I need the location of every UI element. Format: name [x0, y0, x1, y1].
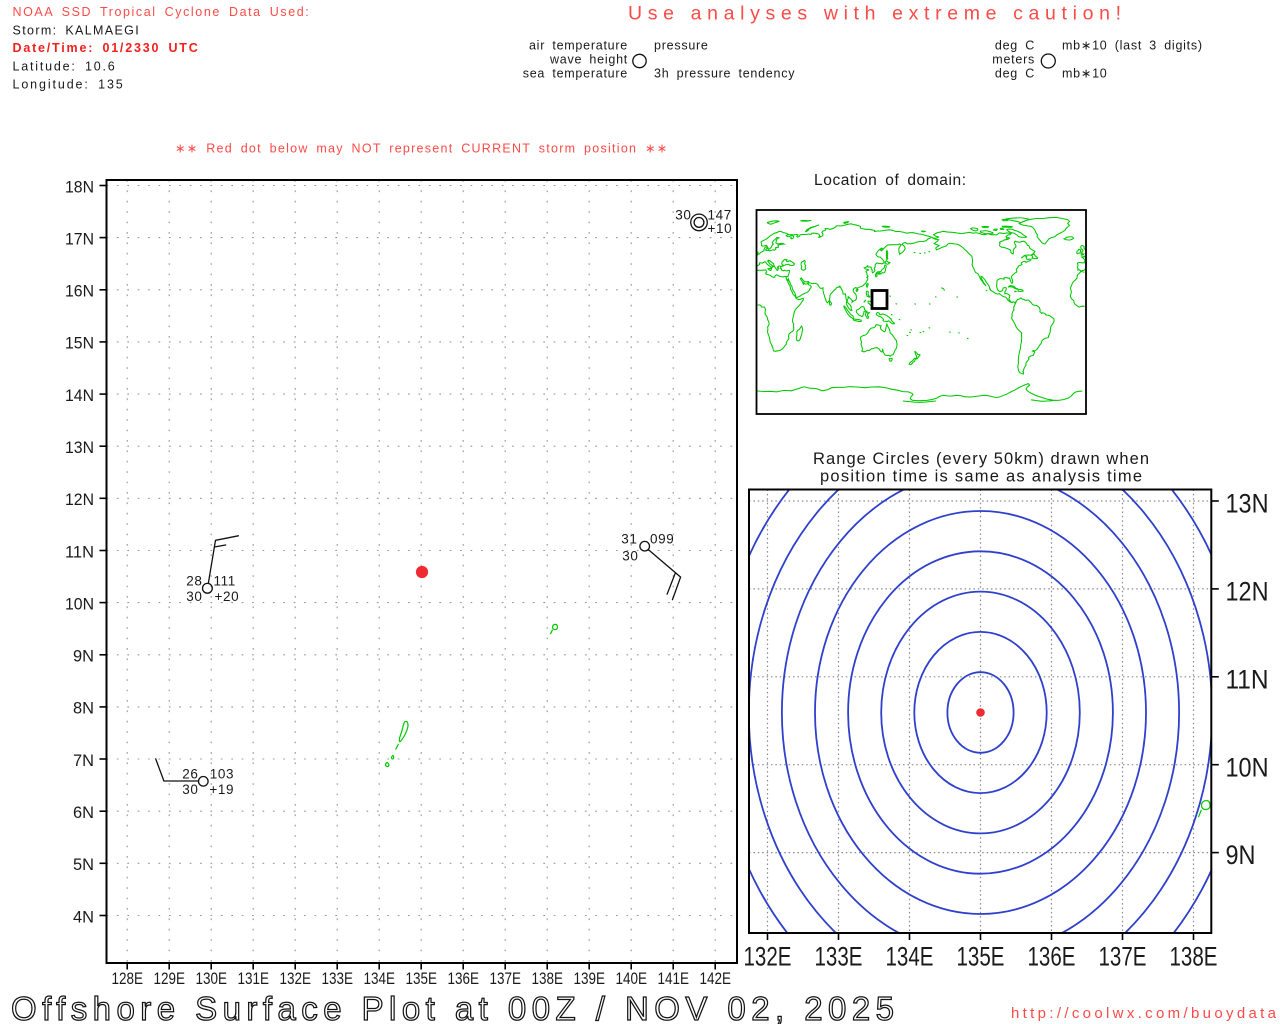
svg-text:meters: meters: [992, 53, 1035, 67]
svg-text:30: 30: [182, 782, 198, 797]
svg-text:9N: 9N: [1226, 840, 1256, 870]
svg-text:13N: 13N: [1226, 489, 1269, 519]
svg-text:Date/Time: 01/2330 UTC: Date/Time: 01/2330 UTC: [13, 41, 199, 55]
svg-text:deg C: deg C: [995, 39, 1035, 53]
svg-text:13N: 13N: [65, 438, 94, 457]
svg-text:133E: 133E: [815, 941, 863, 971]
svg-text:sea temperature: sea temperature: [523, 67, 628, 81]
svg-text:10N: 10N: [1226, 752, 1269, 782]
svg-text:140E: 140E: [615, 969, 647, 988]
svg-text:Storm: KALMAEGI: Storm: KALMAEGI: [13, 24, 140, 38]
svg-text:NOAA SSD Tropical Cyclone Data: NOAA SSD Tropical Cyclone Data Used:: [13, 5, 310, 19]
svg-text:28: 28: [186, 573, 202, 588]
svg-text:30: 30: [622, 548, 638, 563]
svg-text:pressure: pressure: [654, 39, 709, 53]
svg-text:30: 30: [186, 589, 202, 604]
svg-text:138E: 138E: [1170, 941, 1218, 971]
svg-text:6N: 6N: [73, 803, 94, 822]
svg-text:Latitude: 10.6: Latitude: 10.6: [13, 60, 116, 74]
svg-text:136E: 136E: [1028, 941, 1076, 971]
svg-text:132E: 132E: [744, 941, 792, 971]
svg-text:136E: 136E: [447, 969, 479, 988]
svg-text:+19: +19: [209, 782, 234, 797]
svg-text:12N: 12N: [1226, 577, 1269, 607]
svg-text:12N: 12N: [65, 490, 94, 509]
svg-text:147: 147: [708, 207, 732, 222]
svg-text:135E: 135E: [957, 941, 1005, 971]
svg-text:132E: 132E: [279, 969, 311, 988]
svg-text:5N: 5N: [73, 855, 94, 874]
svg-text:deg C: deg C: [995, 67, 1035, 81]
svg-text:31: 31: [621, 531, 637, 546]
svg-text:+20: +20: [215, 589, 240, 604]
svg-text:128E: 128E: [111, 969, 143, 988]
svg-text:17N: 17N: [65, 229, 94, 248]
svg-text:position time is same as analy: position time is same as analysis time: [820, 468, 1142, 486]
svg-text:Location of domain:: Location of domain:: [814, 172, 967, 189]
svg-text:8N: 8N: [73, 699, 94, 718]
svg-text:18N: 18N: [65, 177, 94, 196]
svg-text:15N: 15N: [65, 334, 94, 353]
svg-text:11N: 11N: [1226, 664, 1269, 694]
svg-text:7N: 7N: [73, 751, 94, 770]
svg-text:+10: +10: [708, 221, 733, 236]
svg-text:137E: 137E: [489, 969, 521, 988]
svg-text:3h pressure tendency: 3h pressure tendency: [654, 67, 795, 81]
svg-text:130E: 130E: [195, 969, 227, 988]
svg-text:139E: 139E: [573, 969, 605, 988]
svg-text:∗∗ Red dot below may NOT repre: ∗∗ Red dot below may NOT represent CURRE…: [175, 142, 668, 156]
svg-text:133E: 133E: [321, 969, 353, 988]
svg-text:138E: 138E: [531, 969, 563, 988]
svg-text:11N: 11N: [65, 542, 94, 561]
svg-text:141E: 141E: [657, 969, 689, 988]
svg-text:134E: 134E: [363, 969, 395, 988]
svg-text:099: 099: [650, 531, 674, 546]
svg-text:mb∗10: mb∗10: [1062, 67, 1108, 81]
svg-text:142E: 142E: [699, 969, 731, 988]
svg-text:137E: 137E: [1099, 941, 1147, 971]
svg-text:134E: 134E: [886, 941, 934, 971]
svg-text:Longitude: 135: Longitude: 135: [13, 77, 124, 91]
svg-text:wave height: wave height: [549, 53, 628, 67]
svg-text:26: 26: [182, 766, 198, 781]
svg-text:16N: 16N: [65, 282, 94, 301]
svg-text:air temperature: air temperature: [529, 39, 628, 53]
svg-text:10N: 10N: [65, 594, 94, 613]
svg-text:Range Circles (every 50km) dra: Range Circles (every 50km) drawn when: [813, 450, 1149, 468]
svg-text:103: 103: [210, 766, 234, 781]
svg-text:135E: 135E: [405, 969, 437, 988]
svg-text:4N: 4N: [73, 907, 94, 926]
svg-text:111: 111: [214, 573, 236, 588]
svg-text:9N: 9N: [73, 647, 94, 666]
svg-text:14N: 14N: [65, 386, 94, 405]
svg-text:129E: 129E: [153, 969, 185, 988]
svg-text:mb∗10 (last 3 digits): mb∗10 (last 3 digits): [1062, 39, 1203, 53]
svg-text:131E: 131E: [237, 969, 269, 988]
svg-text:30: 30: [675, 207, 691, 222]
